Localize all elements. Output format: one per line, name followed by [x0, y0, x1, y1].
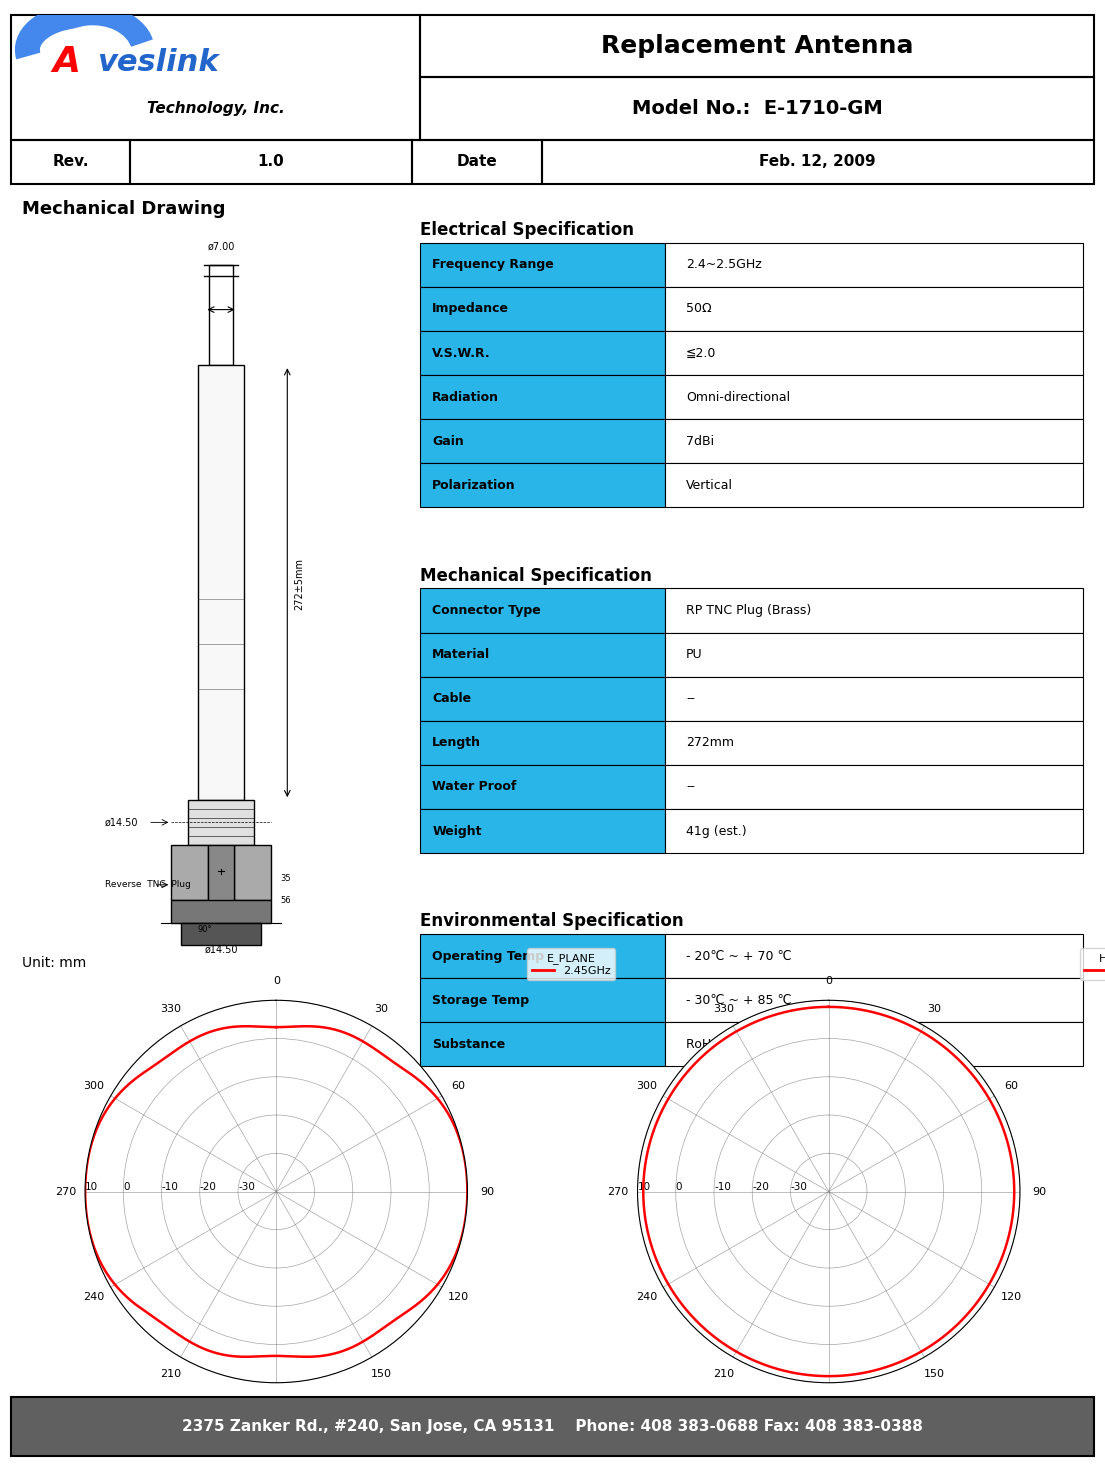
Bar — [412, 140, 541, 184]
Bar — [130, 140, 412, 184]
Text: PU: PU — [686, 649, 703, 660]
Text: --: -- — [686, 781, 695, 793]
Bar — [234, 844, 271, 900]
Bar — [171, 844, 208, 900]
Text: --: -- — [686, 693, 695, 705]
Text: Model No.:  E-1710-GM: Model No.: E-1710-GM — [632, 99, 882, 118]
Text: veslink: veslink — [97, 47, 219, 76]
Text: Feb. 12, 2009: Feb. 12, 2009 — [759, 154, 876, 169]
Text: ø14.50: ø14.50 — [204, 944, 238, 955]
Text: Frequency Range: Frequency Range — [432, 259, 554, 271]
Text: 1.0: 1.0 — [257, 154, 284, 169]
Text: Gain: Gain — [432, 435, 464, 447]
Text: Technology, Inc.: Technology, Inc. — [147, 101, 284, 116]
Text: 35: 35 — [281, 874, 292, 883]
Text: Water Proof: Water Proof — [432, 781, 516, 793]
Text: Reverse  TNC  Plug: Reverse TNC Plug — [105, 880, 191, 890]
Text: A: A — [52, 46, 80, 79]
Bar — [198, 365, 244, 800]
Bar — [210, 265, 233, 365]
Text: Polarization: Polarization — [432, 480, 516, 491]
Text: Electrical Specification: Electrical Specification — [420, 221, 634, 240]
Text: 2375 Zanker Rd., #240, San Jose, CA 95131    Phone: 408 383-0688 Fax: 408 383-03: 2375 Zanker Rd., #240, San Jose, CA 9513… — [182, 1420, 923, 1434]
Text: - 20℃ ~ + 70 ℃: - 20℃ ~ + 70 ℃ — [686, 950, 791, 962]
Legend: 2.45GHz: 2.45GHz — [1080, 949, 1105, 981]
Text: ø7.00: ø7.00 — [208, 241, 234, 252]
Text: 90°: 90° — [197, 925, 212, 934]
Text: Omni-directional: Omni-directional — [686, 391, 790, 403]
Text: Substance: Substance — [432, 1039, 505, 1050]
Text: Radiation: Radiation — [432, 391, 499, 403]
Text: Cable: Cable — [432, 693, 472, 705]
Text: Connector Type: Connector Type — [432, 605, 541, 616]
Bar — [11, 140, 130, 184]
Text: V.S.W.R.: V.S.W.R. — [432, 347, 491, 359]
Text: 50Ω: 50Ω — [686, 303, 712, 315]
Text: Unit: mm: Unit: mm — [22, 956, 86, 969]
Text: Length: Length — [432, 737, 481, 749]
Bar — [171, 900, 271, 922]
Bar — [208, 844, 234, 912]
Text: Environmental Specification: Environmental Specification — [420, 912, 684, 931]
Text: Mechanical Drawing: Mechanical Drawing — [22, 200, 225, 218]
Text: - 30℃ ~ + 85 ℃: - 30℃ ~ + 85 ℃ — [686, 994, 791, 1006]
Bar — [181, 922, 261, 944]
Text: Mechanical Specification: Mechanical Specification — [420, 566, 652, 584]
Text: ≦2.0: ≦2.0 — [686, 347, 716, 359]
Text: Weight: Weight — [432, 825, 482, 837]
Text: Rev.: Rev. — [52, 154, 88, 169]
Text: Vertical: Vertical — [686, 480, 733, 491]
Text: Operating Temp: Operating Temp — [432, 950, 545, 962]
Text: 2.4~2.5GHz: 2.4~2.5GHz — [686, 259, 761, 271]
Text: RoHS Compliant: RoHS Compliant — [686, 1039, 787, 1050]
Legend: 2.45GHz: 2.45GHz — [527, 949, 614, 981]
Text: 272mm: 272mm — [686, 737, 734, 749]
Text: Material: Material — [432, 649, 491, 660]
Text: Storage Temp: Storage Temp — [432, 994, 529, 1006]
Text: 7dBi: 7dBi — [686, 435, 714, 447]
Text: ø14.50: ø14.50 — [105, 818, 138, 827]
Text: Impedance: Impedance — [432, 303, 509, 315]
Text: Replacement Antenna: Replacement Antenna — [601, 34, 913, 57]
Text: RP TNC Plug (Brass): RP TNC Plug (Brass) — [686, 605, 811, 616]
Bar — [541, 140, 1094, 184]
Bar — [188, 800, 254, 844]
Text: 56: 56 — [281, 896, 292, 905]
Text: 272±5mm: 272±5mm — [294, 558, 304, 610]
Text: 41g (est.): 41g (est.) — [686, 825, 747, 837]
Text: Date: Date — [456, 154, 497, 169]
